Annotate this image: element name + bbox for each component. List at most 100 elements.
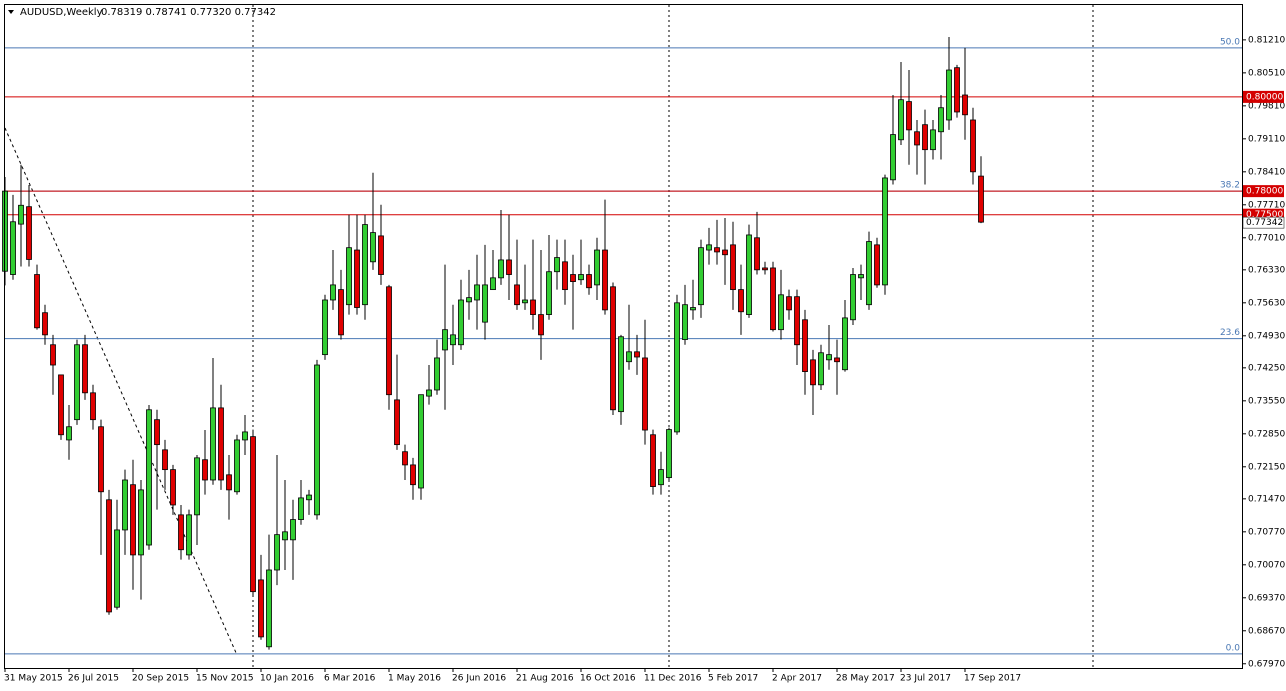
candle-body	[130, 484, 136, 556]
x-tick-label: 16 Oct 2016	[580, 674, 636, 684]
candle-body	[930, 129, 936, 151]
candle-body	[898, 99, 904, 141]
candle-body	[298, 497, 304, 520]
candle-body	[354, 249, 360, 308]
candle-body	[314, 364, 320, 516]
candle-body	[922, 124, 928, 151]
candle-body	[186, 514, 192, 556]
candle-body	[762, 267, 768, 271]
candle-body	[370, 232, 376, 263]
candle-body	[322, 299, 328, 356]
candle-body	[610, 286, 616, 411]
y-tick-label: 0.79110	[1248, 134, 1285, 144]
candle-body	[218, 407, 224, 481]
candle-body	[602, 249, 608, 311]
candle-body	[170, 469, 176, 506]
x-tick-label: 26 Jun 2016	[452, 674, 506, 684]
y-tick-label: 0.80510	[1248, 68, 1285, 78]
candle-body	[730, 244, 736, 291]
candle-body	[658, 469, 664, 486]
candle-body	[850, 274, 856, 321]
candle-body	[682, 304, 688, 340]
candle-body	[594, 249, 600, 286]
candle-body	[946, 69, 952, 121]
menu-arrow[interactable]	[8, 10, 14, 14]
candle-body	[114, 529, 120, 608]
candle-body	[162, 449, 168, 471]
candle-body	[34, 274, 40, 329]
candle-body	[514, 284, 520, 306]
candle-body	[818, 352, 824, 386]
candle-body	[866, 241, 872, 306]
x-tick-label: 1 May 2016	[388, 674, 441, 684]
y-tick-label: 0.70770	[1248, 527, 1285, 537]
candle-body	[666, 429, 672, 479]
back-layer: 0.81210 0.80510 0.79810 0.79110 0.78410 0.777…	[4, 5, 1285, 684]
candle-body	[882, 177, 888, 286]
candle-body	[978, 175, 984, 223]
plot-frame	[4, 4, 1243, 669]
candle-body	[178, 514, 184, 551]
candle-body	[386, 286, 392, 396]
candle-body	[522, 299, 528, 304]
candle-body	[250, 436, 256, 593]
candle-body	[274, 534, 280, 571]
candle-body	[642, 357, 648, 431]
x-tick-label: 23 Jul 2017	[900, 674, 951, 684]
fib-label: 38.2	[1220, 181, 1240, 191]
x-tick-label: 31 May 2015	[4, 674, 63, 684]
candle-body	[426, 389, 432, 397]
y-tick-label: 0.73550	[1248, 396, 1285, 406]
candle-body	[66, 426, 72, 441]
y-tick-label: 0.81210	[1248, 35, 1285, 45]
candle-body	[394, 399, 400, 446]
candle-body	[874, 244, 880, 286]
candle-body	[786, 296, 792, 311]
candle-body	[794, 296, 800, 346]
candle-body	[962, 94, 968, 116]
x-tick-label: 17 Sep 2017	[964, 674, 1021, 684]
candle-body	[810, 359, 816, 386]
candle-body	[58, 374, 64, 436]
symbol-title: AUDUSD,Weekly	[20, 7, 103, 18]
quote-text: 0.78319 0.78741 0.77320 0.77342	[101, 7, 276, 18]
last-price-label: 0.77342	[1246, 218, 1283, 228]
candle-body	[74, 344, 80, 421]
candle-body	[450, 334, 456, 346]
candle-body	[10, 221, 16, 275]
candle-body	[834, 357, 840, 363]
fib-label: 23.6	[1220, 328, 1240, 338]
candle-body	[290, 519, 296, 541]
y-tick-label: 0.75630	[1248, 298, 1285, 308]
candle-body	[226, 474, 232, 491]
candle-body	[754, 237, 760, 271]
candle-body	[674, 302, 680, 433]
x-tick-label: 28 May 2017	[836, 674, 895, 684]
candle-body	[618, 336, 624, 413]
candle-body	[826, 354, 832, 361]
candle-body	[474, 284, 480, 301]
candle-body	[626, 351, 632, 363]
candle-body	[738, 289, 744, 313]
candle-body	[842, 317, 848, 371]
level-tag-label: 0.77500	[1246, 210, 1283, 220]
y-tick-label: 0.72850	[1248, 429, 1285, 439]
candle-body	[906, 101, 912, 131]
y-tick-label: 0.70070	[1248, 560, 1285, 570]
candle-body	[90, 392, 96, 421]
candle-body	[914, 131, 920, 146]
candle-body	[482, 284, 488, 323]
candle-body	[330, 284, 336, 301]
fib-label: 50.0	[1220, 37, 1240, 47]
y-tick-label: 0.74250	[1248, 363, 1285, 373]
y-tick-label: 0.71470	[1248, 494, 1285, 504]
candle-body	[554, 257, 560, 273]
level-tag	[1243, 90, 1284, 103]
candle-body	[202, 459, 208, 481]
candle-body	[954, 67, 960, 113]
candle-body	[50, 344, 56, 366]
candle-body	[458, 299, 464, 346]
level-tag-label: 0.80000	[1246, 92, 1283, 102]
candle-body	[578, 274, 584, 281]
